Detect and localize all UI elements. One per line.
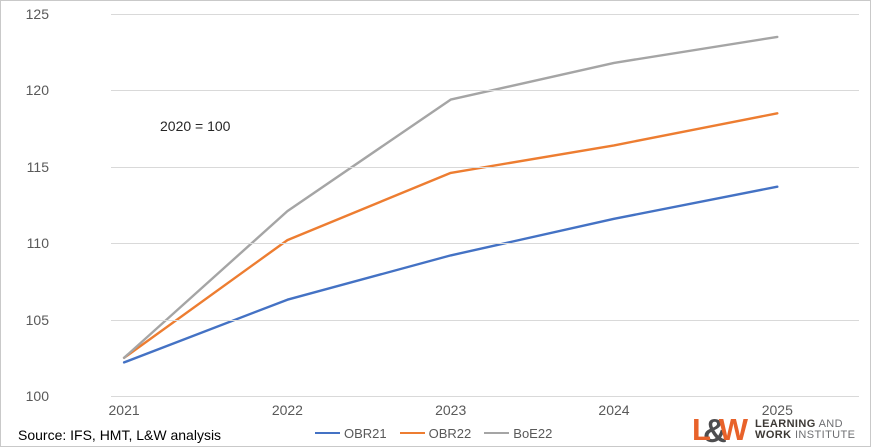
legend-dash-obr22 (399, 431, 425, 435)
gridline-110 (111, 243, 859, 245)
gridline-100 (111, 396, 859, 397)
logo-text-work: WORK (755, 429, 792, 441)
series-line-obr22 (122, 112, 779, 359)
y-tick-label-115: 115 (26, 158, 49, 175)
legend-item-boe22: BoE22 (484, 426, 552, 441)
logo-letter-l: L (692, 412, 711, 447)
x-tick-label-2025: 2025 (761, 402, 793, 418)
x-tick-label-2024: 2024 (598, 402, 630, 418)
series-line-boe22 (122, 35, 779, 359)
legend-label-boe22: BoE22 (513, 425, 553, 441)
plot-area (111, 14, 859, 397)
series-lines-canvas (122, 35, 779, 364)
logo-text-learning: LEARNING (755, 417, 816, 430)
logo-letter-w: W (718, 412, 749, 447)
source-note: Source: IFS, HMT, L&W analysis (18, 427, 222, 443)
logo-wordmark-line1: LEARNING AND (755, 417, 855, 431)
y-tick-label-125: 125 (25, 6, 49, 22)
y-tick-label-120: 120 (25, 82, 49, 99)
x-tick-label-2023: 2023 (435, 402, 467, 418)
logo-wordmark-line2: WORK INSTITUTE (755, 429, 856, 442)
legend-dash-boe22 (484, 431, 510, 435)
lw-logo-monogram: L & W (692, 412, 749, 447)
gridline-105 (111, 319, 859, 321)
gridline-120 (111, 90, 859, 92)
gridline-115 (111, 166, 859, 168)
series-line-obr21 (122, 185, 779, 364)
legend-item-obr22: OBR22 (399, 425, 472, 441)
lw-institute-logo: L & W LEARNING AND WORK INSTITUTE (692, 412, 856, 447)
legend-dash-obr21 (315, 431, 340, 435)
logo-ampersand: & (702, 412, 727, 447)
x-tick-label-2022: 2022 (271, 402, 303, 418)
y-tick-label-110: 110 (26, 235, 49, 252)
y-tick-label-105: 105 (25, 311, 49, 328)
chart-legend: OBR21 OBR22 BoE22 (315, 425, 552, 441)
logo-text-and: AND (818, 417, 843, 430)
legend-item-obr21: OBR21 (315, 426, 387, 441)
x-tick-label-2021: 2021 (108, 402, 140, 418)
logo-wordmark: LEARNING AND WORK INSTITUTE (755, 417, 856, 442)
legend-label-obr22: OBR22 (428, 425, 472, 441)
logo-text-institute: INSTITUTE (794, 429, 856, 441)
y-tick-label-100: 100 (25, 388, 49, 404)
legend-label-obr21: OBR21 (344, 425, 387, 441)
gridline-125 (111, 14, 859, 15)
index-base-annotation: 2020 = 100 (160, 118, 231, 134)
